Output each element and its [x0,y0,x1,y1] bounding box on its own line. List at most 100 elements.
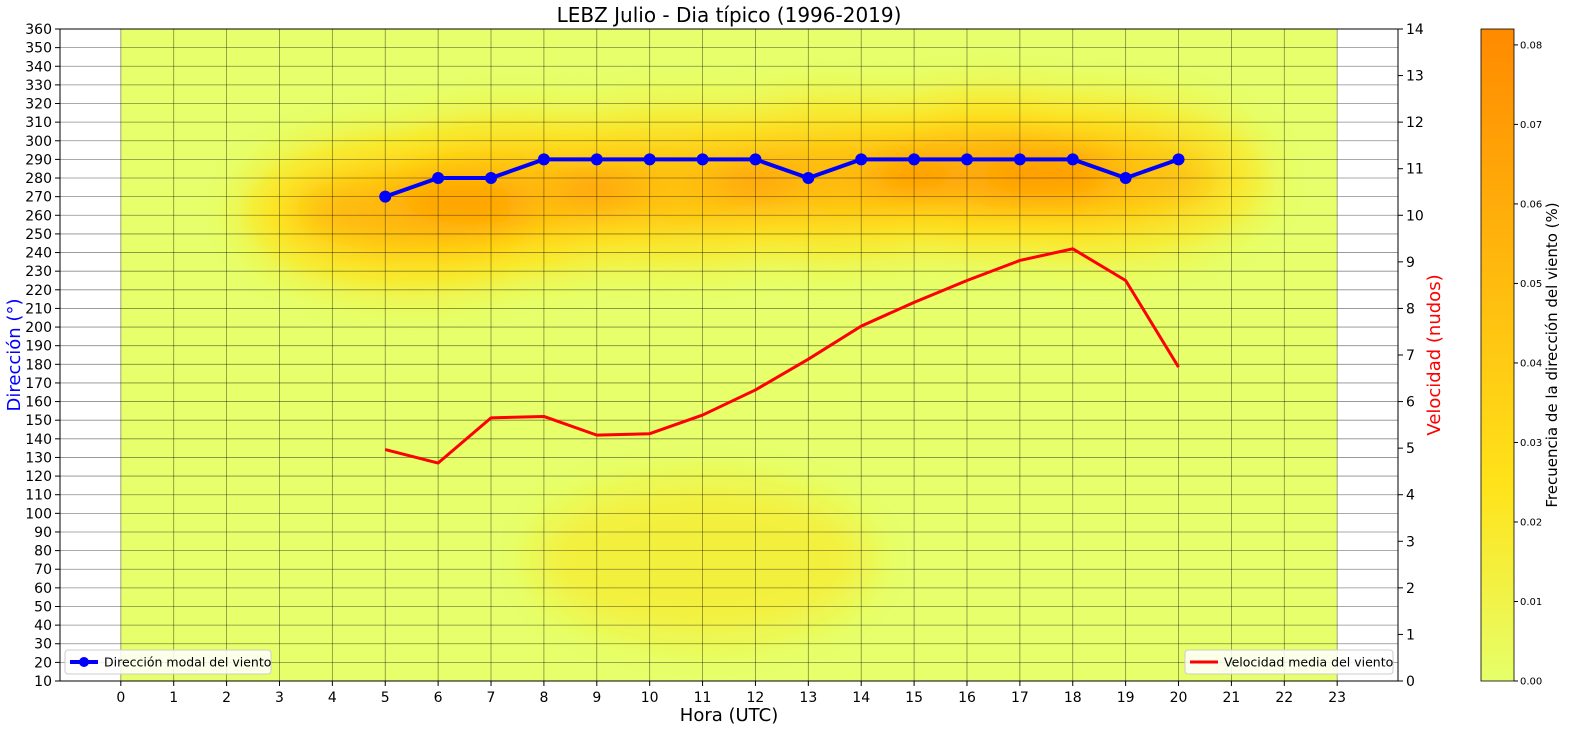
left-tick-label: 160 [25,395,52,411]
left-tick-label: 180 [25,357,52,373]
left-tick-label: 70 [34,562,52,578]
right-tick-label: 8 [1406,301,1415,317]
series-0-point [802,172,815,185]
x-tick-label: 2 [222,690,231,706]
legend-direction-label: Dirección modal del viento [104,655,271,670]
x-tick-label: 22 [1275,690,1293,706]
x-tick-label: 13 [799,690,817,706]
left-tick-label: 80 [34,544,52,560]
right-tick-label: 9 [1406,255,1415,271]
left-tick-label: 30 [34,637,52,653]
x-tick-label: 20 [1170,690,1188,706]
legend-direction-marker [79,657,89,667]
right-tick-label: 2 [1406,581,1415,597]
series-0-point [1013,153,1026,166]
x-tick-label: 11 [694,690,712,706]
series-0-point [960,153,973,166]
x-tick-label: 23 [1328,690,1346,706]
legend-speed: Velocidad media del viento [1184,649,1394,675]
right-tick-label: 10 [1406,208,1424,224]
right-tick-label: 1 [1406,627,1415,643]
left-tick-label: 60 [34,581,52,597]
left-tick-label: 50 [34,599,52,615]
x-tick-label: 8 [539,690,548,706]
left-tick-label: 150 [25,413,52,429]
heatmap-halo-6 [532,479,873,640]
left-tick-label: 170 [25,376,52,392]
colorbar-tick-label: 0.01 [1520,597,1542,608]
left-axis-label: Dirección (°) [4,299,25,412]
series [379,153,1185,465]
chart-title: LEBZ Julio - Dia típico (1996-2019) [557,3,902,27]
colorbar-tick-label: 0.06 [1520,199,1542,210]
colorbar-tick-label: 0.07 [1520,120,1542,131]
series-0-point [590,153,603,166]
x-tick-label: 16 [958,690,976,706]
right-tick-label: 3 [1406,534,1415,550]
series-0-point [432,172,445,185]
heatmap-blobs [241,92,1270,640]
x-tick-label: 3 [275,690,284,706]
colorbar-tick-label: 0.08 [1520,40,1542,51]
series-0-point [485,172,498,185]
left-tick-label: 190 [25,339,52,355]
left-axis-ticks: 10 20 30 40 50 60 70 80 90 100 110 120 130 140 150 160 1… [25,22,60,690]
right-tick-label: 7 [1406,348,1415,364]
right-tick-label: 0 [1406,674,1415,690]
x-tick-label: 1 [169,690,178,706]
colorbar: 0.00 0.01 0.02 0.03 0.04 0.05 0.06 0.07 0.08 Fre… [1480,28,1561,688]
colorbar-gradient [1480,28,1515,682]
left-tick-label: 10 [34,674,52,690]
left-tick-label: 40 [34,618,52,634]
left-tick-label: 120 [25,469,52,485]
left-tick-label: 290 [25,152,52,168]
series-0-point [908,153,921,166]
right-tick-label: 13 [1406,69,1424,85]
left-tick-label: 270 [25,190,52,206]
x-tick-label: 19 [1117,690,1135,706]
left-tick-label: 240 [25,246,52,262]
right-tick-label: 11 [1406,162,1424,178]
series-0-point [643,153,656,166]
x-tick-label: 5 [381,690,390,706]
left-tick-label: 330 [25,78,52,94]
x-axis-label: Hora (UTC) [680,705,778,726]
colorbar-tick-label: 0.05 [1520,279,1542,290]
colorbar-tick-label: 0.00 [1520,677,1542,688]
left-tick-label: 250 [25,227,52,243]
left-tick-label: 110 [25,488,52,504]
x-tick-label: 12 [747,690,765,706]
x-tick-label: 17 [1011,690,1029,706]
heatmap [120,29,1338,681]
left-tick-label: 200 [25,320,52,336]
right-axis-label: Velocidad (nudos) [1424,274,1445,435]
right-tick-label: 12 [1406,115,1424,131]
series-0-point [855,153,868,166]
series-line-1 [384,247,1180,465]
right-tick-label: 4 [1406,488,1415,504]
left-tick-label: 220 [25,283,52,299]
left-tick-label: 130 [25,450,52,466]
left-tick-label: 300 [25,134,52,150]
left-tick-label: 340 [25,59,52,75]
legend-direction: Dirección modal del viento [64,649,272,675]
x-tick-label: 4 [328,690,337,706]
x-axis-ticks: 0 1 2 3 4 5 6 7 8 9 10 11 12 13 14 15 16 17 18 19 20 21 22 23 [116,681,1346,706]
left-tick-label: 210 [25,301,52,317]
left-tick-label: 320 [25,97,52,113]
colorbar-ticks: 0.00 0.01 0.02 0.03 0.04 0.05 0.06 0.07 0.08 [1514,40,1542,688]
series-0-point [1066,153,1079,166]
right-tick-label: 5 [1406,441,1415,457]
left-tick-label: 310 [25,115,52,131]
colorbar-tick-label: 0.03 [1520,438,1542,449]
series-0-point [749,153,762,166]
series-0-point [696,153,709,166]
series-0-point [1172,153,1185,166]
x-tick-label: 14 [852,690,870,706]
series-0-point [537,153,550,166]
left-tick-label: 260 [25,208,52,224]
left-tick-label: 100 [25,506,52,522]
left-tick-label: 360 [25,22,52,38]
x-tick-label: 7 [487,690,496,706]
